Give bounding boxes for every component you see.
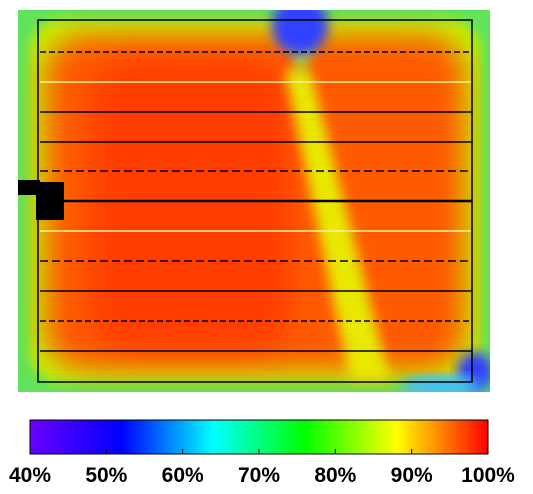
colorbar-tick-label: 60% xyxy=(162,464,204,487)
colorbar xyxy=(29,419,489,455)
efficiency-map xyxy=(18,10,490,392)
colorbar-tick-label: 80% xyxy=(314,464,356,487)
busbars xyxy=(40,51,472,352)
colorbar-tick-label: 90% xyxy=(391,464,433,487)
colorbar-tick-label: 40% xyxy=(9,464,51,487)
colorbar-tick-label: 70% xyxy=(238,464,280,487)
colorbar-tick-label: 50% xyxy=(85,464,127,487)
colorbar-tick-label: 100% xyxy=(461,464,515,487)
